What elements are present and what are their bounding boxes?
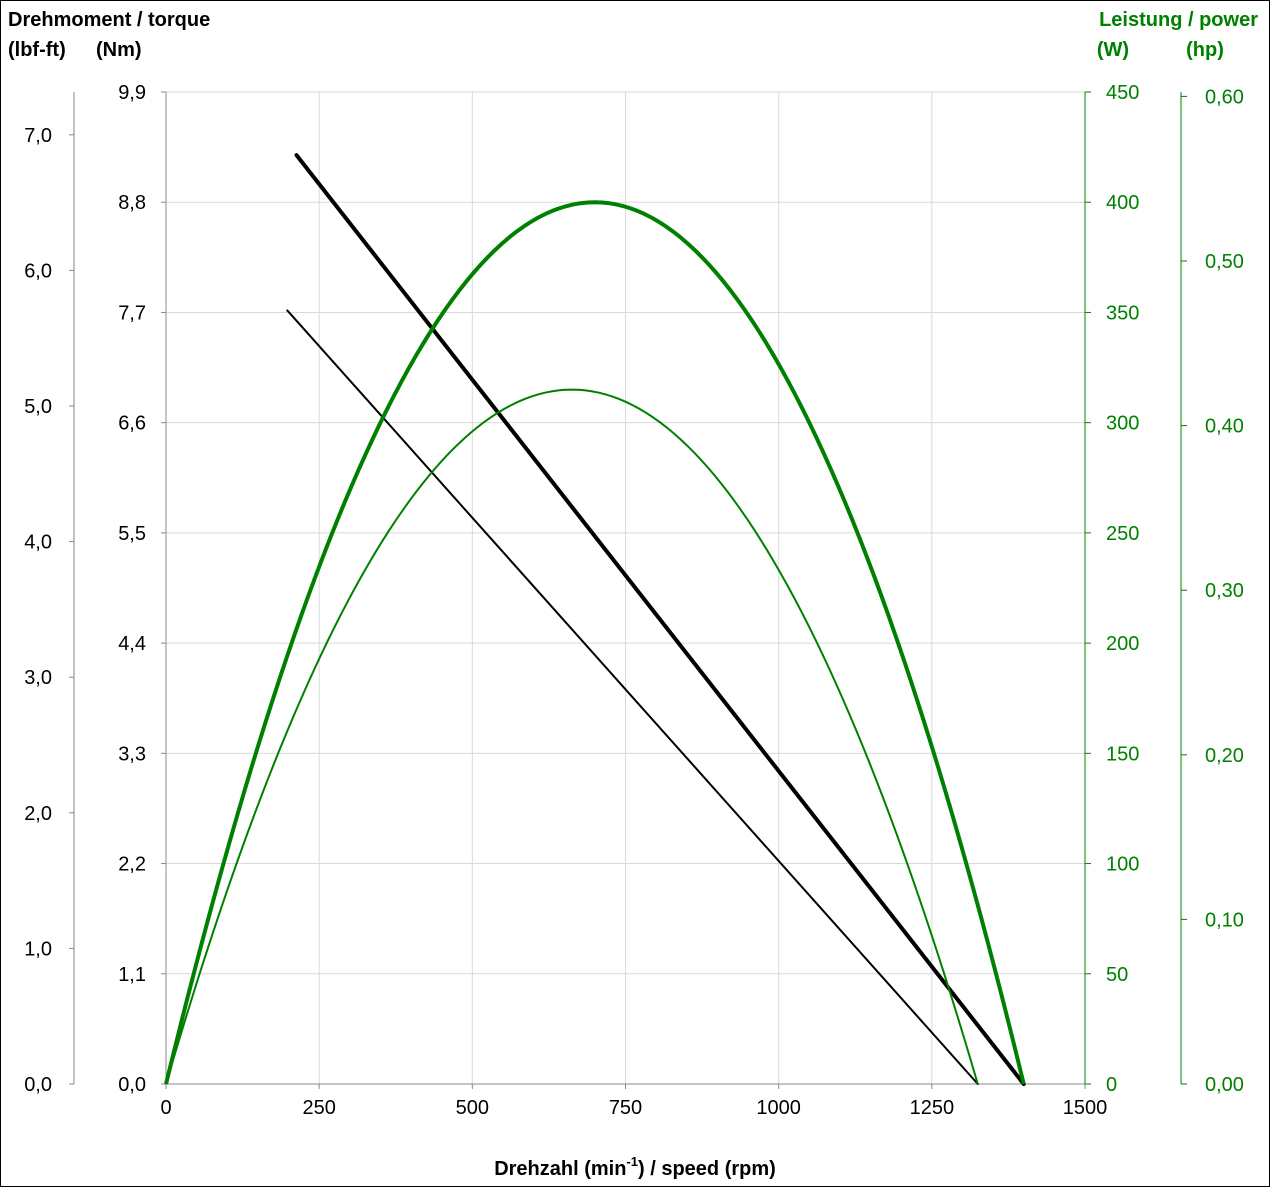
x-tick-label: 1500	[1063, 1097, 1108, 1119]
nm-tick-label: 8,8	[118, 192, 146, 214]
watt-tick-label: 400	[1106, 192, 1139, 214]
tick-labels: 0 250 500 750 1000 1250 15000,01,12,23,34,45,5…	[24, 82, 1244, 1119]
x-tick-label: 500	[456, 1097, 489, 1119]
hp-tick-label: 0,20	[1205, 745, 1244, 767]
nm-tick-label: 9,9	[118, 82, 146, 104]
nm-tick-label: 7,7	[118, 302, 146, 324]
hp-unit-label: (hp)	[1186, 39, 1224, 61]
lbf-tick-label: 0,0	[24, 1074, 52, 1096]
nm-tick-label: 2,2	[118, 854, 146, 876]
torque-line-thin	[286, 309, 979, 1085]
nm-tick-label: 1,1	[118, 964, 146, 986]
x-tick-label: 1250	[910, 1097, 955, 1119]
x-tick-label: 1000	[756, 1097, 801, 1119]
nm-tick-label: 6,6	[118, 413, 146, 435]
hp-tick-label: 0,50	[1205, 251, 1244, 273]
nm-tick-label: 5,5	[118, 523, 146, 545]
watt-tick-label: 50	[1106, 964, 1128, 986]
hp-tick-label: 0,60	[1205, 86, 1244, 108]
power-curve-thin	[165, 388, 979, 1085]
torque-line-bold	[294, 153, 1026, 1086]
lbf-tick-label: 6,0	[24, 260, 52, 282]
watt-tick-label: 350	[1106, 302, 1139, 324]
lbf-ft-unit-label: (lbf-ft)	[8, 39, 66, 61]
nm-tick-label: 0,0	[118, 1074, 146, 1096]
x-tick-label: 250	[302, 1097, 335, 1119]
data-series	[164, 153, 1026, 1086]
left-axis-title: Drehmoment / torque	[8, 9, 210, 31]
hp-tick-label: 0,10	[1205, 909, 1244, 931]
x-tick-label: 750	[609, 1097, 642, 1119]
watt-tick-label: 300	[1106, 413, 1139, 435]
lbf-tick-label: 5,0	[24, 396, 52, 418]
lbf-tick-label: 1,0	[24, 938, 52, 960]
watt-tick-label: 150	[1106, 743, 1139, 765]
watt-tick-label: 450	[1106, 82, 1139, 104]
lbf-tick-label: 2,0	[24, 803, 52, 825]
watt-tick-label: 0	[1106, 1074, 1117, 1096]
nm-tick-label: 3,3	[118, 743, 146, 765]
watt-tick-label: 200	[1106, 633, 1139, 655]
x-tick-label: 0	[160, 1097, 171, 1119]
axes	[69, 91, 1187, 1089]
lbf-tick-label: 3,0	[24, 667, 52, 689]
hp-tick-label: 0,40	[1205, 416, 1244, 438]
watt-unit-label: (W)	[1097, 39, 1129, 61]
lbf-tick-label: 7,0	[24, 125, 52, 147]
power-curve-bold	[164, 200, 1026, 1085]
lbf-tick-label: 4,0	[24, 532, 52, 554]
hp-tick-label: 0,30	[1205, 580, 1244, 602]
right-axis-title: Leistung / power	[1099, 9, 1258, 31]
watt-tick-label: 250	[1106, 523, 1139, 545]
nm-unit-label: (Nm)	[96, 39, 142, 61]
watt-tick-label: 100	[1106, 854, 1139, 876]
x-axis-title: Drehzahl (min-1) / speed (rpm)	[494, 1154, 776, 1180]
hp-tick-label: 0,00	[1205, 1074, 1244, 1096]
gridlines	[166, 91, 1086, 1084]
nm-tick-label: 4,4	[118, 633, 146, 655]
